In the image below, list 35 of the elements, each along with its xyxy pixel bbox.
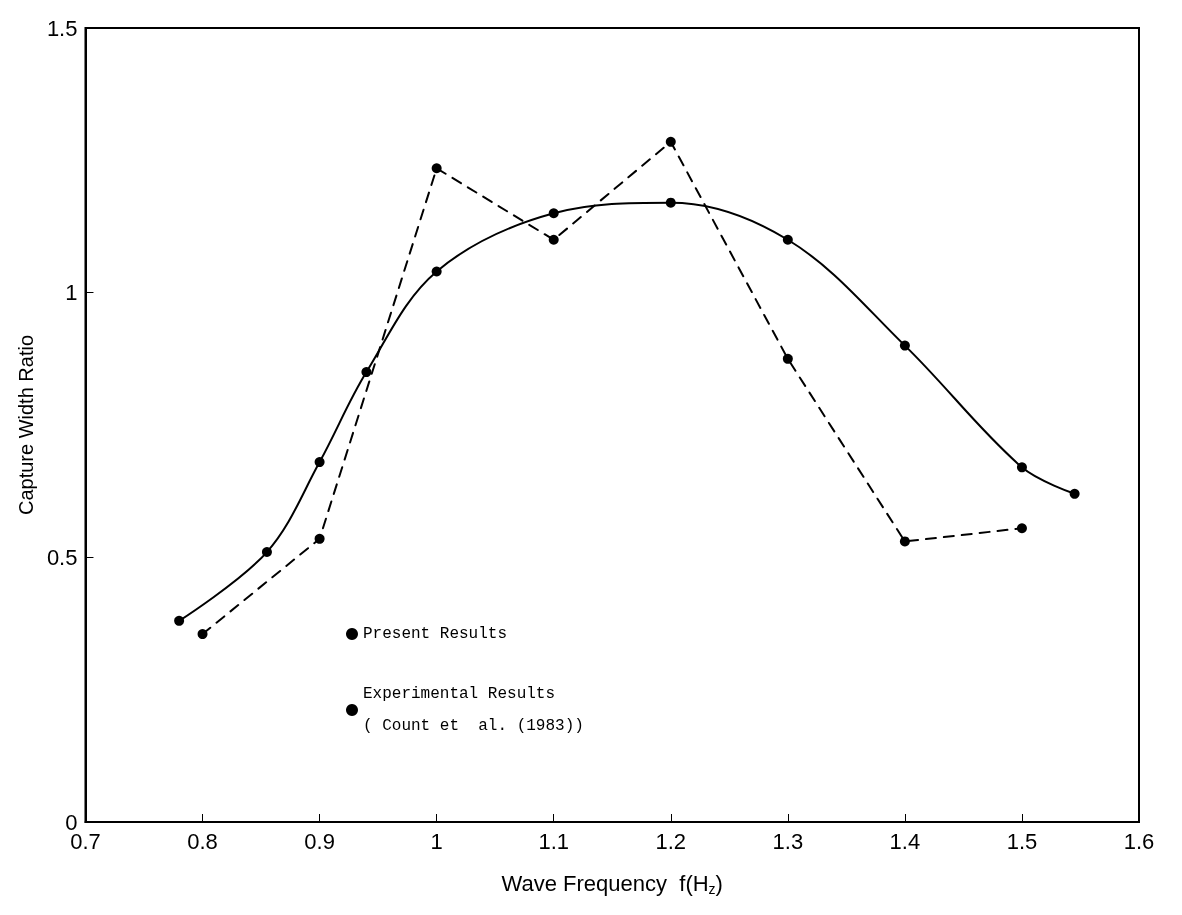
point <box>314 533 325 544</box>
point <box>1016 523 1027 534</box>
x-tick-label: 1.4 <box>889 828 921 854</box>
x-tick-label: 1.6 <box>1123 828 1155 854</box>
x-tick-label: 1.1 <box>538 828 570 854</box>
point <box>665 136 676 147</box>
point <box>782 234 793 245</box>
point <box>431 266 442 277</box>
x-tick-label: 1.2 <box>655 828 687 854</box>
point <box>1069 488 1080 499</box>
x-tick-label: 1.5 <box>1006 828 1038 854</box>
point <box>174 615 185 626</box>
legend-label: Experimental Results ( Count et al. (1983)) <box>363 685 584 735</box>
y-tick-label: 0.5 <box>46 544 78 570</box>
y-tick-label: 0 <box>65 809 78 835</box>
y-tick-label: 1.5 <box>46 15 78 41</box>
point <box>1016 462 1027 473</box>
legend-label: Present Results <box>363 625 508 643</box>
point <box>548 234 559 245</box>
x-tick-label: 1 <box>430 828 443 854</box>
point <box>431 163 442 174</box>
point <box>548 208 559 219</box>
point <box>782 353 793 364</box>
point <box>197 629 208 640</box>
point <box>899 536 910 547</box>
x-tick-label: 0.9 <box>304 828 335 854</box>
x-tick-label: 0.8 <box>187 828 218 854</box>
point <box>899 340 910 351</box>
point <box>261 547 272 558</box>
y-tick-label: 1 <box>65 280 78 306</box>
y-axis-title: Capture Width Ratio <box>15 334 37 516</box>
point <box>314 457 325 468</box>
point <box>361 367 372 378</box>
point <box>665 197 676 208</box>
x-tick-label: 1.3 <box>772 828 804 854</box>
